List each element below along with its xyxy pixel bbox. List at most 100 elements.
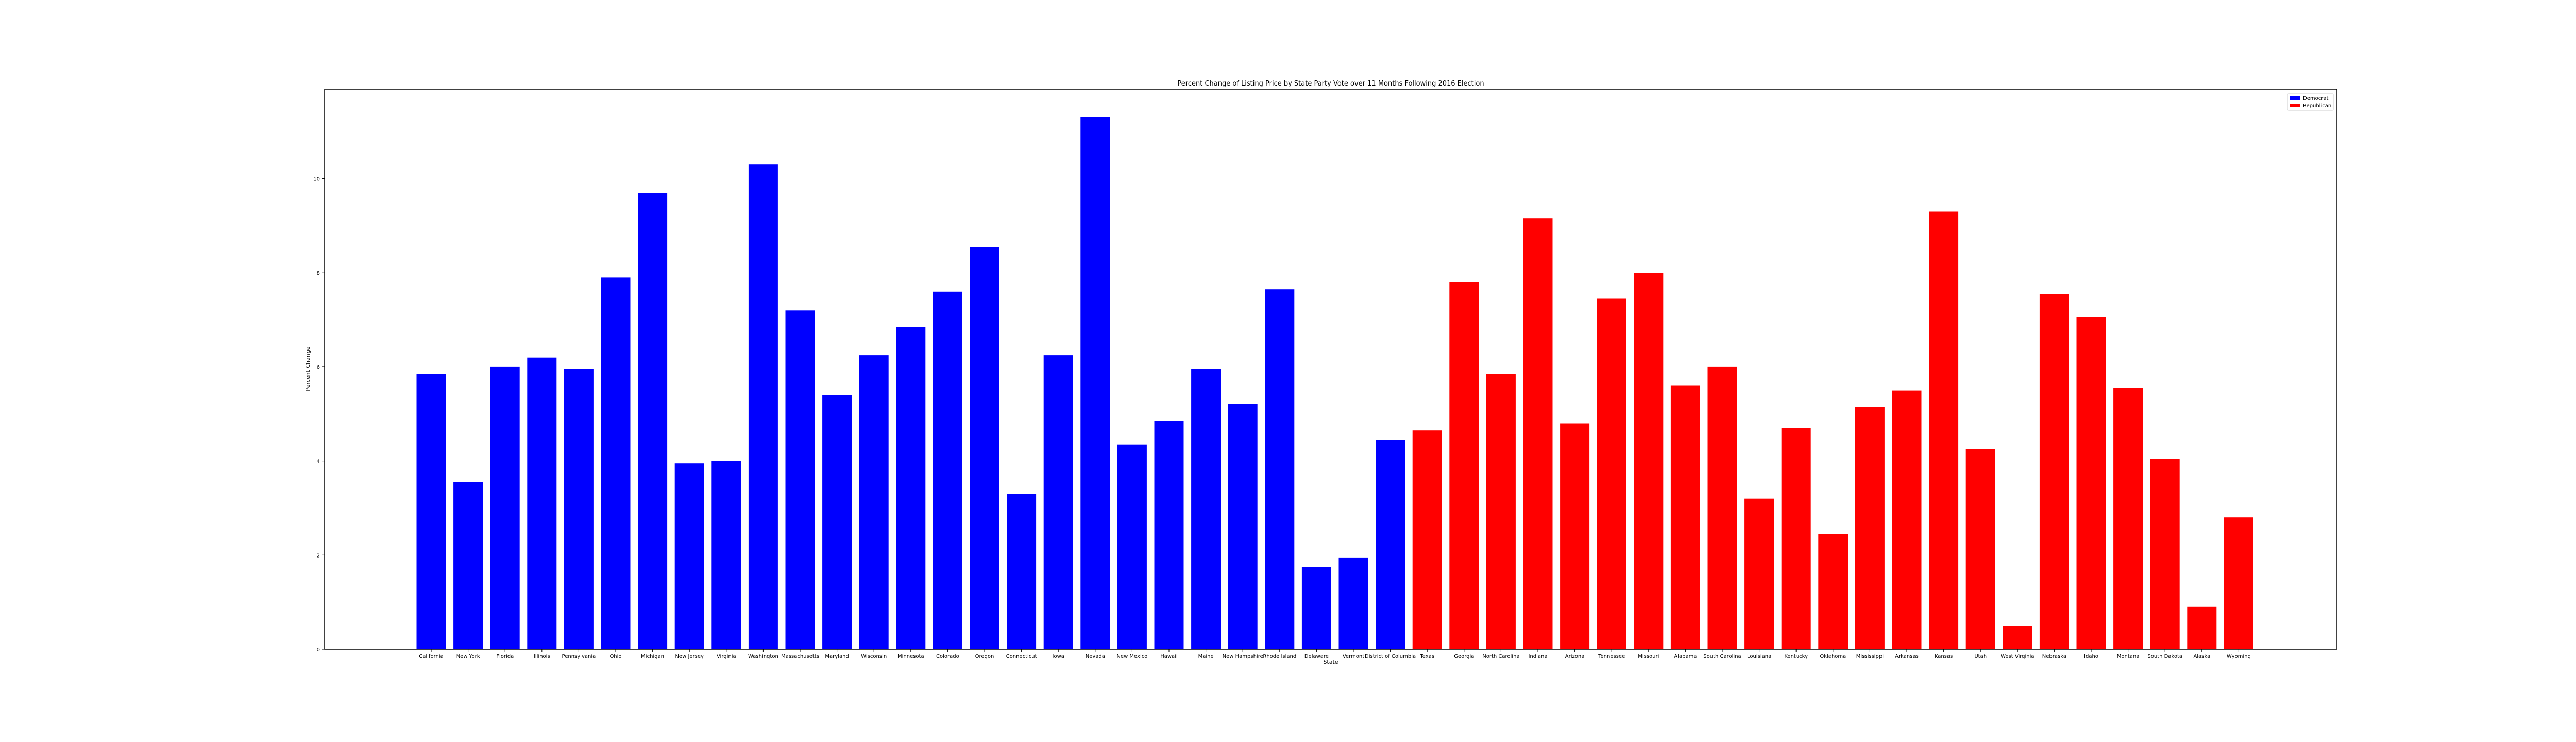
legend-label-republican: Republican — [2303, 103, 2331, 109]
x-tick-label-indiana: Indiana — [1528, 654, 1547, 660]
x-tick-label-mississippi: Mississippi — [1856, 654, 1884, 660]
x-tick-label-alabama: Alabama — [1674, 654, 1697, 660]
x-axis: California New York Florida Illinois Pennsyl… — [419, 649, 2251, 660]
x-tick-label-alaska: Alaska — [2193, 654, 2210, 660]
x-tick-label-tennessee: Tennessee — [1598, 654, 1625, 660]
bar-delaware — [1301, 567, 1331, 649]
y-tick-label: 0 — [317, 647, 320, 653]
bar-utah — [1965, 449, 1995, 649]
bar-vermont — [1338, 557, 1368, 649]
x-tick-label-arkansas: Arkansas — [1895, 654, 1919, 660]
bar-maryland — [822, 395, 852, 649]
x-tick-label-maine: Maine — [1198, 654, 1214, 660]
legend-swatch-democrat — [2290, 96, 2300, 100]
x-tick-label-connecticut: Connecticut — [1006, 654, 1037, 660]
chart-title: Percent Change of Listing Price by State… — [1177, 80, 1484, 88]
bar-kentucky — [1781, 428, 1811, 649]
bar-new-york — [453, 482, 483, 649]
bar-illinois — [527, 357, 557, 649]
bar-louisiana — [1744, 498, 1774, 649]
x-tick-label-hawaii: Hawaii — [1160, 654, 1178, 660]
bar-iowa — [1043, 355, 1073, 649]
x-tick-label-nebraska: Nebraska — [2042, 654, 2066, 660]
x-tick-label-arizona: Arizona — [1565, 654, 1585, 660]
x-tick-label-new-hampshire: New Hampshire — [1223, 654, 1263, 660]
y-tick-label: 2 — [317, 553, 320, 559]
bar-north-carolina — [1486, 374, 1516, 649]
bar-montana — [2113, 388, 2143, 649]
x-tick-label-minnesota: Minnesota — [897, 654, 924, 660]
x-tick-label-vermont: Vermont — [1343, 654, 1364, 660]
bar-hawaii — [1154, 421, 1184, 649]
x-tick-label-missouri: Missouri — [1638, 654, 1659, 660]
plot-frame — [324, 89, 2337, 650]
bar-missouri — [1634, 273, 1664, 649]
x-tick-label-massachusetts: Massachusetts — [781, 654, 819, 660]
x-tick-label-utah: Utah — [1974, 654, 1987, 660]
bar-georgia — [1449, 282, 1479, 649]
bar-nebraska — [2039, 294, 2069, 649]
x-tick-label-wyoming: Wyoming — [2227, 654, 2251, 660]
bar-kansas — [1929, 211, 1959, 649]
x-tick-label-south-carolina: South Carolina — [1703, 654, 1741, 660]
x-tick-label-louisiana: Louisiana — [1747, 654, 1771, 660]
x-tick-label-montana: Montana — [2117, 654, 2140, 660]
bar-alaska — [2187, 606, 2217, 649]
bar-colorado — [933, 291, 962, 649]
bar-wisconsin — [859, 355, 889, 649]
bar-mississippi — [1855, 407, 1885, 649]
y-tick-label: 4 — [317, 459, 320, 465]
bar-arkansas — [1892, 390, 1922, 649]
y-tick-label: 8 — [317, 271, 320, 276]
bar-michigan — [638, 193, 668, 649]
bar-massachusetts — [785, 310, 815, 649]
x-tick-label-new-york: New York — [456, 654, 480, 660]
x-tick-label-iowa: Iowa — [1053, 654, 1064, 660]
y-axis: 0 2 4 6 8 10 — [313, 177, 325, 653]
x-tick-label-new-jersey: New Jersey — [675, 654, 704, 660]
y-tick-label: 6 — [317, 365, 320, 370]
x-tick-label-rhode-island: Rhode Island — [1263, 654, 1296, 660]
bar-washington — [748, 164, 778, 649]
bar-district-of-columbia — [1376, 440, 1405, 649]
x-tick-label-kentucky: Kentucky — [1784, 654, 1808, 660]
x-tick-label-texas: Texas — [1419, 654, 1434, 660]
bar-oklahoma — [1818, 534, 1848, 649]
x-tick-label-illinois: Illinois — [534, 654, 550, 660]
x-tick-label-oregon: Oregon — [975, 654, 994, 660]
x-tick-label-south-dakota: South Dakota — [2147, 654, 2182, 660]
legend-label-democrat: Democrat — [2303, 96, 2328, 102]
bar-maine — [1191, 369, 1221, 649]
bar-west-virginia — [2003, 626, 2032, 649]
x-tick-label-florida: Florida — [496, 654, 514, 660]
x-tick-label-virginia: Virginia — [717, 654, 736, 660]
x-tick-label-california: California — [419, 654, 444, 660]
bar-texas — [1412, 430, 1442, 649]
x-tick-label-pennsylvania: Pennsylvania — [562, 654, 596, 660]
x-tick-label-west-virginia: West Virginia — [2001, 654, 2034, 660]
bar-alabama — [1670, 385, 1700, 649]
x-tick-label-michigan: Michigan — [641, 654, 664, 660]
x-tick-label-colorado: Colorado — [936, 654, 959, 660]
bar-south-carolina — [1707, 366, 1737, 649]
bar-idaho — [2076, 317, 2106, 649]
bar-new-jersey — [674, 463, 704, 649]
bar-oregon — [970, 247, 999, 649]
bar-pennsylvania — [564, 369, 594, 649]
x-tick-label-kansas: Kansas — [1935, 654, 1953, 660]
bar-nevada — [1080, 117, 1110, 649]
bar-wyoming — [2224, 517, 2253, 649]
x-tick-label-delaware: Delaware — [1304, 654, 1329, 660]
x-tick-label-ohio: Ohio — [609, 654, 621, 660]
bar-florida — [490, 366, 520, 649]
bar-new-hampshire — [1228, 404, 1258, 649]
x-tick-label-washington: Washington — [748, 654, 778, 660]
bar-south-dakota — [2150, 459, 2180, 649]
bar-ohio — [601, 277, 631, 649]
x-tick-label-oklahoma: Oklahoma — [1820, 654, 1846, 660]
x-tick-label-district-of-columbia: District of Columbia — [1365, 654, 1416, 660]
legend-swatch-republican — [2290, 104, 2300, 107]
bar-connecticut — [1007, 494, 1037, 649]
